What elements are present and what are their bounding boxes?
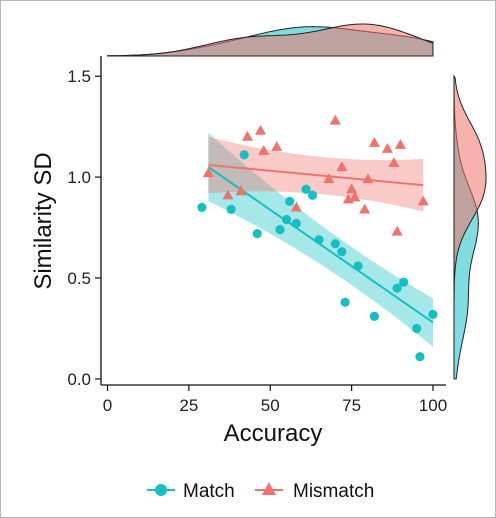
x-axis-ticks: 0 25 50 75 100 [103, 385, 447, 415]
match-point [340, 297, 350, 307]
x-axis-title: Accuracy [224, 420, 323, 447]
mismatch-point [417, 195, 429, 206]
match-point [197, 202, 207, 212]
match-point [281, 214, 292, 225]
mismatch-point [329, 114, 341, 125]
mismatch-point [254, 124, 266, 135]
legend: Match Mismatch [147, 481, 374, 502]
mismatch-point [381, 143, 393, 153]
top-marginal-density [106, 23, 434, 57]
x-tick-label: 50 [261, 396, 280, 415]
x-tick-label: 0 [103, 396, 112, 415]
legend-mismatch-label: Mismatch [293, 481, 374, 502]
mismatch-point [290, 201, 302, 212]
match-point [285, 196, 295, 206]
legend-match-label: Match [183, 481, 235, 502]
y-tick-label: 0.5 [67, 269, 91, 288]
match-point [392, 283, 402, 293]
mismatch-point [349, 191, 361, 202]
mismatch-point [323, 173, 335, 184]
match-point [301, 184, 311, 194]
mismatch-point [222, 189, 234, 200]
mismatch-point [271, 141, 283, 151]
match-point [226, 204, 236, 214]
y-tick-label: 0.0 [67, 370, 91, 389]
match-point [399, 277, 409, 287]
mismatch-x-density [106, 23, 434, 57]
mismatch-point [258, 145, 270, 155]
y-tick-label: 1.0 [67, 168, 91, 187]
mismatch-point [241, 130, 253, 141]
regression-lines [207, 163, 434, 324]
x-tick-label: 100 [419, 396, 447, 415]
match-point [291, 218, 301, 229]
mismatch-point [394, 139, 406, 149]
y-axis-title: Similarity SD [30, 152, 57, 289]
mismatch-point [346, 183, 358, 194]
mismatch-point [388, 157, 400, 168]
match-point [353, 261, 363, 271]
mismatch-point [368, 136, 380, 147]
match-point [412, 323, 422, 334]
mismatch-point [202, 167, 214, 178]
mismatch-y-density [453, 74, 487, 379]
match-point [415, 352, 425, 362]
mismatch-point [362, 173, 374, 184]
right-marginal-density [453, 74, 487, 380]
legend-match-marker [155, 484, 167, 496]
match-fit-line [207, 166, 434, 324]
mismatch-confidence-band [208, 136, 424, 212]
mismatch-point [336, 161, 348, 172]
mismatch-point [235, 185, 247, 196]
match-point [252, 229, 262, 239]
y-axis-ticks: 0.0 0.5 1.0 1.5 [67, 67, 101, 389]
match-point [275, 224, 285, 235]
mismatch-point [391, 225, 403, 236]
mismatch-fit-line [208, 163, 424, 187]
match-point [337, 247, 347, 257]
match-point [428, 309, 438, 319]
match-point [330, 239, 340, 249]
mismatch-point [359, 203, 371, 214]
legend-mismatch-marker [262, 482, 276, 495]
x-tick-label: 75 [342, 396, 361, 415]
data-points [197, 114, 438, 362]
match-point [369, 311, 379, 321]
match-point [314, 235, 324, 245]
y-tick-label: 1.5 [67, 67, 91, 86]
match-point [239, 150, 249, 160]
match-point [307, 190, 318, 200]
x-tick-label: 25 [179, 396, 198, 415]
